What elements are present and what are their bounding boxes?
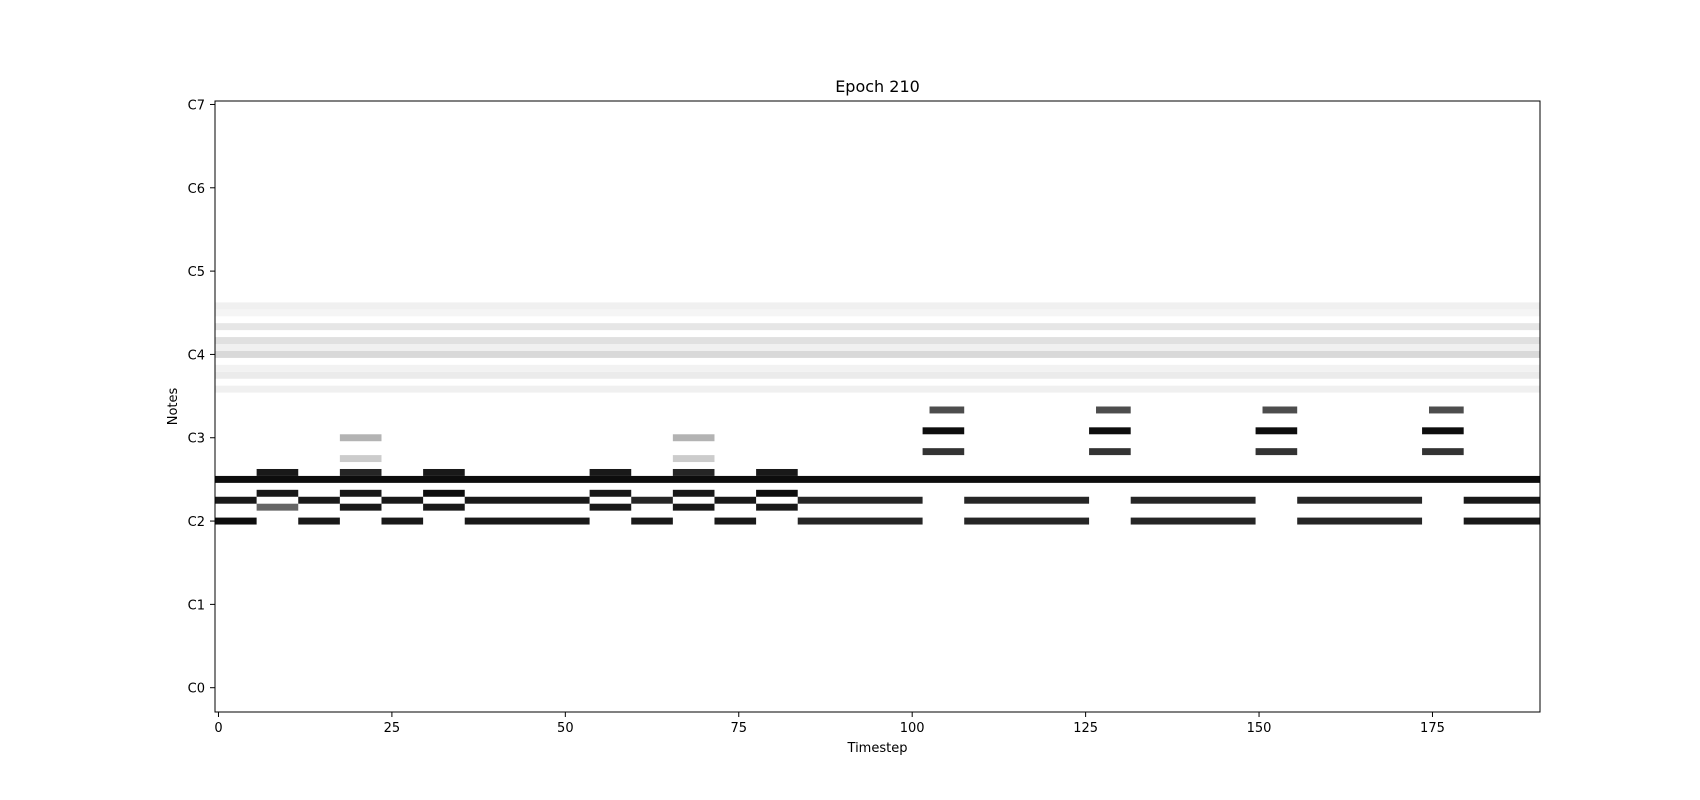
note-cell xyxy=(215,323,1540,331)
note-cell xyxy=(1297,496,1423,504)
note-cell xyxy=(423,489,465,497)
x-axis: 0 25 50 75 100 125 150 175 xyxy=(214,712,1445,736)
note-cell xyxy=(631,496,673,504)
note-cell xyxy=(339,455,382,463)
note-cell xyxy=(589,489,632,497)
note-cell xyxy=(256,468,299,476)
note-cell xyxy=(964,517,1090,525)
note-cell xyxy=(714,517,757,525)
y-tick-label: C3 xyxy=(188,432,205,447)
note-cell xyxy=(215,385,1540,393)
note-cell xyxy=(672,468,715,476)
note-cell xyxy=(215,309,1540,317)
note-cell xyxy=(256,503,299,511)
note-cell xyxy=(1255,427,1298,435)
note-cell xyxy=(339,434,382,442)
note-cell xyxy=(1422,427,1464,435)
note-cell xyxy=(1429,406,1464,414)
note-cell xyxy=(215,337,1540,345)
note-cell xyxy=(672,455,715,463)
x-tick-label: 50 xyxy=(557,721,574,736)
note-cell xyxy=(1096,406,1131,414)
note-cell xyxy=(1463,496,1540,504)
note-cell xyxy=(215,475,1540,483)
plot-area xyxy=(214,100,1541,713)
note-cell xyxy=(672,503,715,511)
plot-background xyxy=(215,101,1540,712)
chart-title: Epoch 210 xyxy=(835,77,920,96)
note-cell xyxy=(1422,448,1464,456)
note-cell xyxy=(339,468,382,476)
x-tick-label: 0 xyxy=(214,721,222,736)
note-cell xyxy=(1130,517,1256,525)
note-cell xyxy=(298,517,340,525)
note-cell xyxy=(1089,427,1131,435)
y-tick-label: C5 xyxy=(188,265,205,280)
note-cell xyxy=(1262,406,1298,414)
y-tick-label: C4 xyxy=(188,348,205,363)
note-cell xyxy=(339,503,382,511)
note-cell xyxy=(756,468,798,476)
note-cell xyxy=(589,468,632,476)
note-cell xyxy=(215,344,1540,351)
note-cells xyxy=(215,302,1540,525)
note-cell xyxy=(797,496,923,504)
note-cell xyxy=(215,364,1540,372)
x-tick-label: 175 xyxy=(1420,721,1445,736)
y-axis-label: Notes xyxy=(166,388,181,426)
x-tick-label: 100 xyxy=(900,721,925,736)
note-cell xyxy=(381,496,424,504)
note-cell xyxy=(464,517,590,525)
note-cell xyxy=(672,434,715,442)
x-tick-label: 75 xyxy=(730,721,747,736)
note-cell xyxy=(631,517,673,525)
x-tick-label: 125 xyxy=(1073,721,1098,736)
note-cell xyxy=(964,496,1090,504)
note-cell xyxy=(756,489,798,497)
x-tick-label: 150 xyxy=(1247,721,1272,736)
note-cell xyxy=(672,489,715,497)
y-tick-label: C0 xyxy=(188,682,205,697)
note-cell xyxy=(215,302,1540,310)
note-cell xyxy=(714,496,757,504)
y-tick-label: C6 xyxy=(188,182,205,197)
y-tick-label: C7 xyxy=(188,98,205,113)
note-cell xyxy=(423,468,465,476)
note-cell xyxy=(1130,496,1256,504)
note-cell xyxy=(756,503,798,511)
note-cell xyxy=(464,496,590,504)
note-cell xyxy=(215,496,257,504)
note-cell xyxy=(1089,448,1131,456)
note-cell xyxy=(215,371,1540,379)
note-cell xyxy=(256,489,299,497)
x-axis-label: Timestep xyxy=(847,741,908,756)
plot-frame xyxy=(214,100,1541,713)
note-cell xyxy=(215,350,1540,358)
note-cell xyxy=(298,496,340,504)
note-cell xyxy=(922,427,965,435)
note-cell xyxy=(1297,517,1423,525)
y-axis: C0 C1 C2 C3 C4 C5 C6 C7 xyxy=(188,98,215,697)
note-cell xyxy=(929,406,965,414)
note-cell xyxy=(339,489,382,497)
note-cell xyxy=(215,517,257,525)
note-cell xyxy=(922,448,965,456)
x-tick-label: 25 xyxy=(384,721,401,736)
note-cell xyxy=(381,517,424,525)
note-cell xyxy=(423,503,465,511)
note-cell xyxy=(1463,517,1540,525)
note-cell xyxy=(589,503,632,511)
y-tick-label: C2 xyxy=(188,515,205,530)
y-tick-label: C1 xyxy=(188,598,205,613)
note-cell xyxy=(1255,448,1298,456)
note-cell xyxy=(797,517,923,525)
